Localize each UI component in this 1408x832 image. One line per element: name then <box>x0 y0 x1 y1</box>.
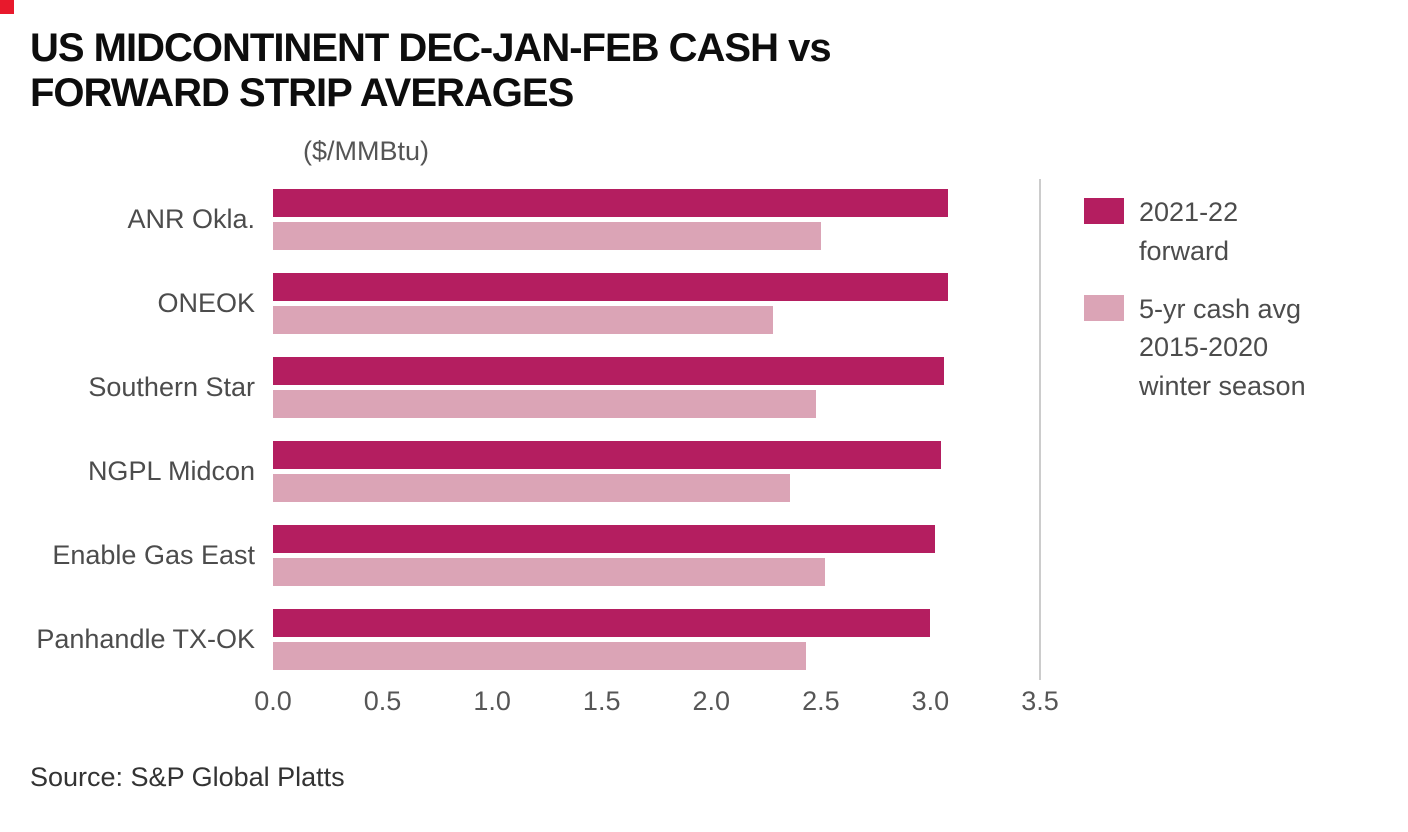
forward-bar <box>273 189 948 218</box>
forward-bar <box>273 273 948 302</box>
chart-column: ANR Okla. ONEOK Southern Star NGPL Midcon En… <box>0 179 1059 732</box>
forward-bar <box>273 357 944 386</box>
legend-item: 5-yr cash avg 2015-2020 winter season <box>1084 290 1306 405</box>
legend-item: 2021-22 forward <box>1084 193 1306 270</box>
bar-group: ONEOK <box>0 273 1040 335</box>
category-label: Enable Gas East <box>52 540 255 571</box>
x-tick-label: 1.5 <box>582 686 621 717</box>
cash-avg-bar <box>273 642 806 671</box>
bar-pair <box>273 525 1040 587</box>
forward-bar <box>273 441 942 470</box>
bar-chart: ANR Okla. ONEOK Southern Star NGPL Midcon En… <box>0 179 1041 681</box>
legend-label: 5-yr cash avg 2015-2020 winter season <box>1139 294 1306 401</box>
x-tick-label: 2.0 <box>692 686 731 717</box>
cash-avg-bar <box>273 474 791 503</box>
bar-pair <box>273 189 1040 251</box>
bar-pair <box>273 609 1040 671</box>
chart-title: US MIDCONTINENT DEC-JAN-FEB CASH vs FORW… <box>30 26 832 116</box>
legend-label: 2021-22 forward <box>1139 197 1239 266</box>
bar-group: ANR Okla. <box>0 189 1040 251</box>
cash-avg-bar <box>273 306 773 335</box>
category-label: ONEOK <box>157 288 255 319</box>
category-label: NGPL Midcon <box>87 456 255 487</box>
bar-group: Southern Star <box>0 357 1040 419</box>
cash-avg-bar <box>273 558 826 587</box>
bar-pair <box>273 441 1040 503</box>
source-attribution: Source: S&P Global Platts <box>30 762 345 793</box>
category-label: Southern Star <box>88 372 255 403</box>
bar-pair <box>273 273 1040 335</box>
cash-avg-bar <box>273 390 817 419</box>
x-tick-label: 0.5 <box>363 686 402 717</box>
chart-content: ANR Okla. ONEOK Southern Star NGPL Midcon En… <box>0 179 1408 732</box>
x-tick-label: 1.0 <box>473 686 511 717</box>
legend: 2021-22 forward 5-yr cash avg 2015-2020 w… <box>1084 189 1306 405</box>
forward-bar <box>273 525 935 554</box>
bar-pair <box>273 357 1040 419</box>
x-tick-label: 3.0 <box>911 686 950 717</box>
bar-group: NGPL Midcon <box>0 441 1040 503</box>
legend-swatch <box>1084 198 1124 225</box>
brand-corner-mark <box>0 0 14 14</box>
category-label: Panhandle TX-OK <box>36 624 255 655</box>
bar-group: Panhandle TX-OK <box>0 609 1040 671</box>
forward-bar <box>273 609 931 638</box>
bar-group: Enable Gas East <box>0 525 1040 587</box>
x-axis: 0.0 0.5 1.0 1.5 2.0 2.5 3.0 3.5 <box>254 686 1059 732</box>
legend-swatch <box>1084 295 1124 322</box>
x-tick-label: 3.5 <box>1021 686 1059 717</box>
x-tick-label: 2.5 <box>802 686 840 717</box>
units-label: ($/MMBtu) <box>303 136 430 167</box>
axis-endline <box>1039 179 1041 681</box>
x-tick-label: 0.0 <box>254 686 292 717</box>
cash-avg-bar <box>273 222 821 251</box>
category-label: ANR Okla. <box>127 204 255 235</box>
